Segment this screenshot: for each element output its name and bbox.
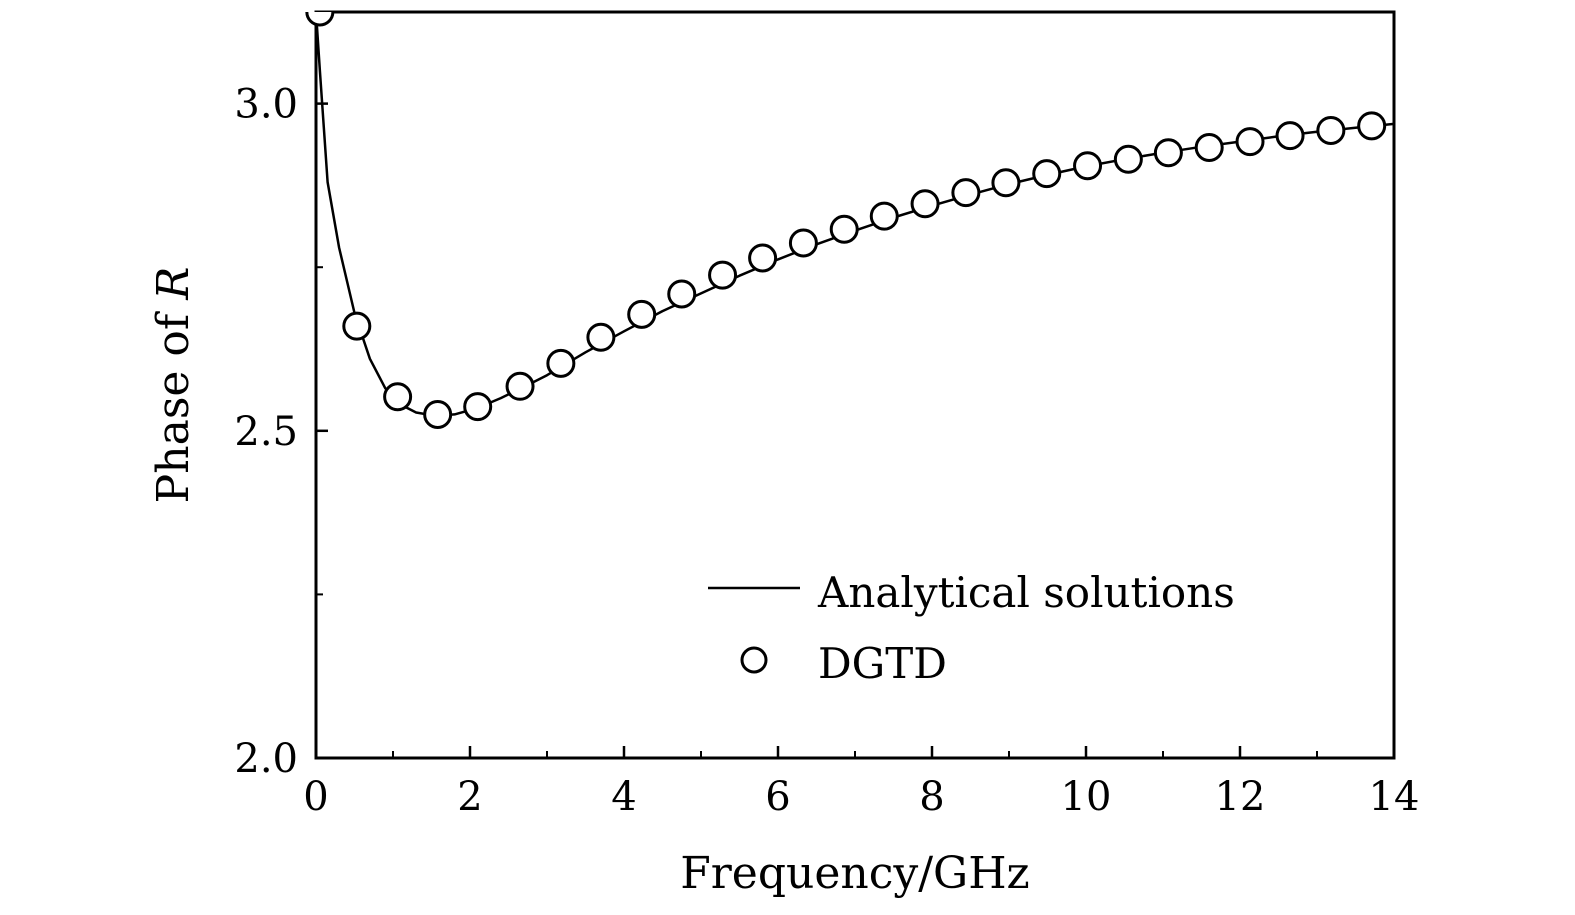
dgtd-point xyxy=(869,201,899,231)
series-layer xyxy=(305,12,1394,429)
x-tick-label: 8 xyxy=(919,774,944,820)
dgtd-point xyxy=(1275,121,1305,151)
dgtd-point xyxy=(505,371,535,401)
dgtd-point xyxy=(748,243,778,273)
x-tick-label: 2 xyxy=(457,774,482,820)
x-tick-label: 6 xyxy=(765,774,790,820)
dgtd-point xyxy=(829,214,859,244)
dgtd-point xyxy=(991,168,1021,198)
legend-label-analytical: Analytical solutions xyxy=(817,568,1235,617)
y-axis-title-text: Phase of xyxy=(148,300,199,504)
x-tick-label: 14 xyxy=(1369,774,1420,820)
analytical-solution-line xyxy=(314,12,1394,418)
dgtd-point xyxy=(546,348,576,378)
dgtd-point xyxy=(463,392,493,422)
dgtd-point xyxy=(1357,111,1387,141)
dgtd-point xyxy=(423,399,453,429)
x-tick-label: 10 xyxy=(1061,774,1112,820)
dgtd-point xyxy=(667,279,697,309)
dgtd-point xyxy=(910,189,940,219)
dgtd-point xyxy=(788,228,818,258)
x-tick-label: 4 xyxy=(611,774,636,820)
dgtd-point xyxy=(586,322,616,352)
dgtd-point xyxy=(951,178,981,208)
dgtd-point xyxy=(383,382,413,412)
dgtd-point xyxy=(1032,159,1062,189)
dgtd-point xyxy=(627,299,657,329)
legend-circle-swatch xyxy=(740,646,768,674)
y-axis-title: Phase of R xyxy=(148,267,199,504)
dgtd-point xyxy=(1316,115,1346,145)
y-tick-label: 2.5 xyxy=(234,409,298,455)
dgtd-point xyxy=(1153,138,1183,168)
dgtd-point xyxy=(1194,132,1224,162)
x-tick-label: 12 xyxy=(1215,774,1266,820)
dgtd-point xyxy=(1073,151,1103,181)
x-axis-title: Frequency/GHz xyxy=(680,848,1030,899)
legend-label-dgtd: DGTD xyxy=(818,639,947,688)
dgtd-point xyxy=(342,311,372,341)
dgtd-point xyxy=(305,12,335,27)
x-tick-label: 0 xyxy=(303,774,328,820)
legend: Analytical solutions DGTD xyxy=(708,568,1235,688)
y-axis-title-symbol: R xyxy=(148,267,199,301)
y-axis-ticks: 2.0 2.5 3.0 xyxy=(234,82,328,782)
y-tick-label: 3.0 xyxy=(234,82,298,128)
y-tick-label: 2.0 xyxy=(234,736,298,782)
x-axis-ticks: 0 2 4 6 8 10 12 14 xyxy=(303,746,1419,820)
dgtd-point xyxy=(708,260,738,290)
dgtd-point xyxy=(1113,144,1143,174)
dgtd-point xyxy=(1235,127,1265,157)
